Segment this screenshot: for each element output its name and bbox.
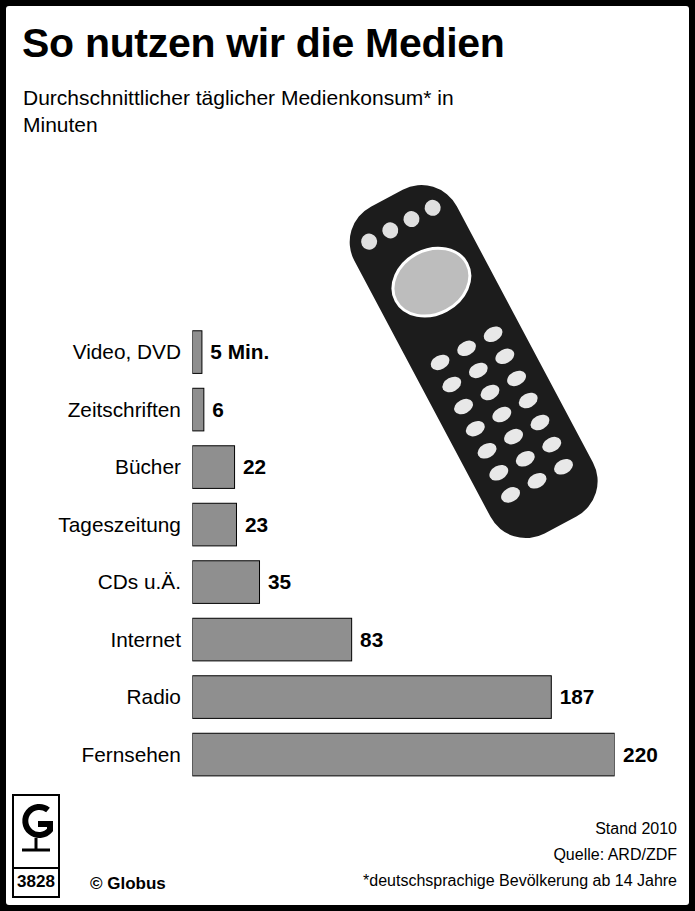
- svg-text:22: 22: [243, 455, 266, 478]
- html-text:3828: 3828: [17, 872, 55, 891]
- svg-text:83: 83: [360, 628, 383, 651]
- svg-text:187: 187: [560, 685, 595, 708]
- html-text:*deutschsprachige Bevölkerung: *deutschsprachige Bevölkerung ab 14 Jahr…: [363, 872, 677, 889]
- svg-text:CDs u.Ä.: CDs u.Ä.: [98, 570, 181, 593]
- html-text:So nutzen wir die Medien: So nutzen wir die Medien: [22, 20, 505, 66]
- svg-text:220: 220: [623, 743, 658, 766]
- svg-text:Zeitschriften: Zeitschriften: [68, 398, 181, 421]
- html-text:© Globus: © Globus: [90, 874, 166, 893]
- html-text:Quelle: ARD/ZDF: Quelle: ARD/ZDF: [553, 846, 677, 863]
- html-text:Durchschnittlicher täglicher M: Durchschnittlicher täglicher Medienkonsu…: [23, 86, 454, 136]
- svg-text:Tageszeitung: Tageszeitung: [58, 513, 181, 536]
- svg-text:Video, DVD: Video, DVD: [73, 340, 181, 363]
- svg-text:Bücher: Bücher: [115, 455, 181, 478]
- svg-text:Radio: Radio: [127, 685, 181, 708]
- svg-text:35: 35: [268, 570, 291, 593]
- svg-text:Fernsehen: Fernsehen: [81, 743, 180, 766]
- svg-text:6: 6: [212, 398, 224, 421]
- svg-text:23: 23: [245, 513, 268, 536]
- svg-text:Internet: Internet: [110, 628, 181, 651]
- svg-text:5 Min.: 5 Min.: [210, 340, 269, 363]
- html-text:Stand 2010: Stand 2010: [595, 820, 677, 837]
